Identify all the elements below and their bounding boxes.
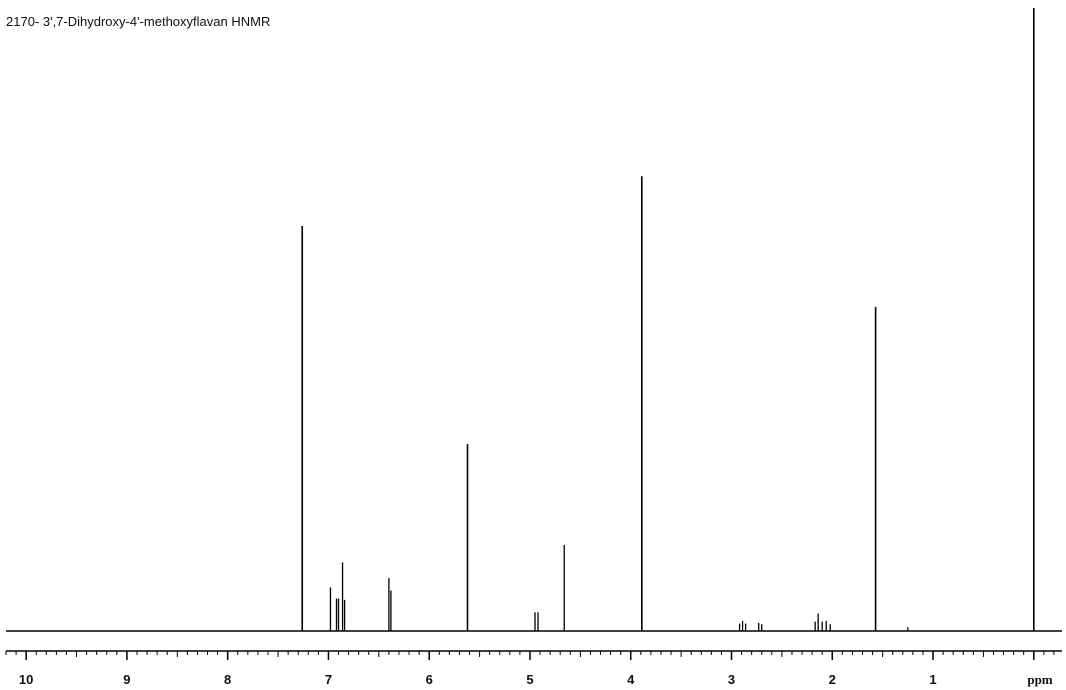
x-axis-unit-label: ppm <box>1027 672 1052 687</box>
x-axis-tick-labels: 10 9 8 7 6 5 4 3 2 1 <box>19 672 937 687</box>
tick-label-8: 8 <box>224 672 231 687</box>
x-axis-ticks <box>5 651 1055 660</box>
tick-label-1: 1 <box>929 672 936 687</box>
tick-label-10: 10 <box>19 672 33 687</box>
chart-title: 2170- 3',7-Dihydroxy-4'-methoxyflavan HN… <box>6 14 271 29</box>
tick-label-4: 4 <box>627 672 635 687</box>
tick-label-5: 5 <box>526 672 533 687</box>
tick-label-7: 7 <box>325 672 332 687</box>
tick-label-9: 9 <box>123 672 130 687</box>
peaks-layer <box>301 8 1035 631</box>
tick-label-6: 6 <box>426 672 433 687</box>
tick-label-3: 3 <box>728 672 735 687</box>
tick-label-2: 2 <box>829 672 836 687</box>
